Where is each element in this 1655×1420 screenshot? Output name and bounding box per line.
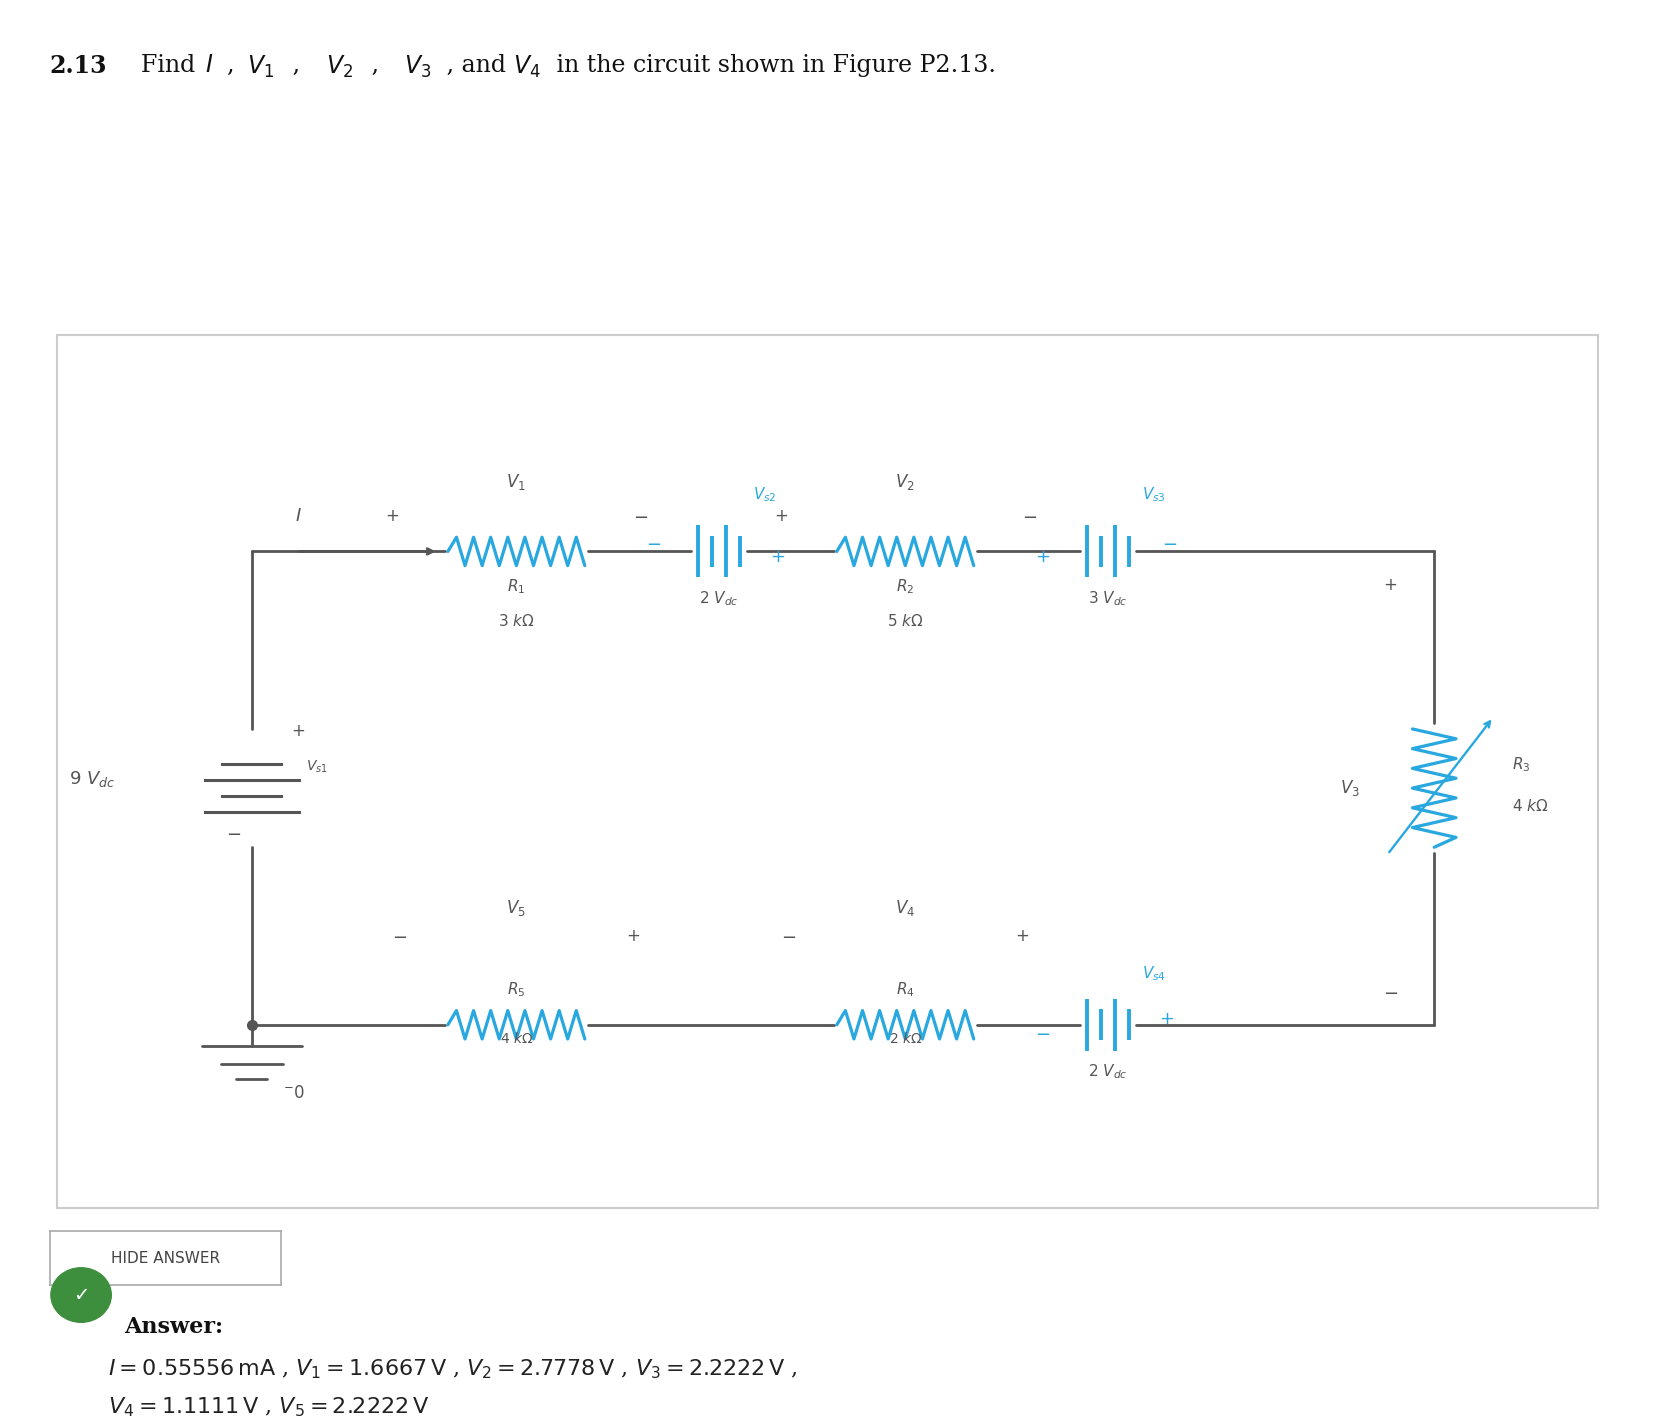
Text: ✓: ✓ [73, 1285, 89, 1305]
Text: $V_1$: $V_1$ [247, 54, 273, 80]
Text: $-$: $-$ [1034, 1024, 1049, 1042]
Text: $3\ V_{dc}$: $3\ V_{dc}$ [1087, 589, 1127, 608]
Text: ,: , [364, 54, 387, 77]
Text: +: + [386, 507, 399, 525]
Text: $-$: $-$ [225, 824, 240, 842]
Text: $R_3$: $R_3$ [1513, 755, 1531, 774]
Text: HIDE ANSWER: HIDE ANSWER [111, 1251, 220, 1265]
Text: $V_2$: $V_2$ [326, 54, 353, 80]
Text: $+$: $+$ [1034, 548, 1049, 567]
Text: $V_{s2}$: $V_{s2}$ [753, 486, 776, 504]
Circle shape [51, 1268, 111, 1322]
Text: $-$: $-$ [392, 927, 407, 946]
Text: $3\ k\Omega$: $3\ k\Omega$ [498, 613, 535, 629]
Text: $I = 0.55556\,\mathrm{mA}$ , $V_1 = 1.6667\,\mathrm{V}$ , $V_2 = 2.7778\,\mathrm: $I = 0.55556\,\mathrm{mA}$ , $V_1 = 1.66… [108, 1358, 798, 1382]
Text: $^{-}0$: $^{-}0$ [283, 1083, 305, 1102]
Text: $R_1$: $R_1$ [506, 578, 526, 596]
Text: ,: , [227, 54, 242, 77]
Text: $V_1$: $V_1$ [506, 473, 526, 493]
Text: $V_2$: $V_2$ [895, 473, 915, 493]
Text: $R_2$: $R_2$ [895, 578, 915, 596]
Text: $R_5$: $R_5$ [506, 980, 526, 998]
Text: $9\ V_{dc}$: $9\ V_{dc}$ [68, 768, 114, 788]
Text: $I$: $I$ [205, 54, 213, 77]
Text: $5\ k\Omega$: $5\ k\Omega$ [887, 613, 923, 629]
Text: $V_5$: $V_5$ [506, 899, 526, 919]
Text: Figure  P2.13: Figure P2.13 [74, 268, 263, 293]
Text: $2\ V_{dc}$: $2\ V_{dc}$ [698, 589, 738, 608]
Text: Find: Find [141, 54, 202, 77]
Text: $4\ k\Omega$: $4\ k\Omega$ [1513, 798, 1549, 814]
Text: $-$: $-$ [1023, 507, 1038, 525]
Text: Answer:: Answer: [124, 1316, 223, 1338]
Text: $4\ k\Omega$: $4\ k\Omega$ [500, 1031, 533, 1045]
Text: $2\ V_{dc}$: $2\ V_{dc}$ [1087, 1062, 1127, 1082]
Text: $2\ k\Omega$: $2\ k\Omega$ [889, 1031, 922, 1045]
Text: $V_4$: $V_4$ [513, 54, 541, 80]
Text: ,: , [285, 54, 308, 77]
Text: $V_4 = 1.1111\,\mathrm{V}$ , $V_5 = 2.2222\,\mathrm{V}$: $V_4 = 1.1111\,\mathrm{V}$ , $V_5 = 2.22… [108, 1396, 429, 1420]
Text: +: + [291, 723, 306, 740]
Text: +: + [1384, 575, 1397, 594]
Text: 2.13: 2.13 [50, 54, 108, 78]
Text: $I$: $I$ [296, 507, 303, 525]
Text: $V_{s3}$: $V_{s3}$ [1142, 486, 1165, 504]
Text: $V_3$: $V_3$ [404, 54, 430, 80]
Text: $R_4$: $R_4$ [895, 980, 915, 998]
Text: $V_{s1}$: $V_{s1}$ [306, 758, 328, 775]
Text: +: + [775, 507, 788, 525]
Text: $-$: $-$ [1162, 534, 1177, 552]
Text: $V_{s4}$: $V_{s4}$ [1142, 964, 1165, 983]
Text: $-$: $-$ [1384, 983, 1398, 1001]
Text: $-$: $-$ [781, 927, 796, 946]
Text: $+$: $+$ [1158, 1010, 1173, 1028]
Text: $-$: $-$ [634, 507, 649, 525]
Text: in the circuit shown in Figure P2.13.: in the circuit shown in Figure P2.13. [549, 54, 996, 77]
Text: $V_3$: $V_3$ [1339, 778, 1359, 798]
Text: $+$: $+$ [770, 548, 784, 567]
Text: $V_4$: $V_4$ [895, 899, 915, 919]
Text: $-$: $-$ [645, 534, 660, 552]
Text: , and: , and [439, 54, 513, 77]
Text: +: + [1015, 927, 1029, 946]
Text: +: + [626, 927, 640, 946]
